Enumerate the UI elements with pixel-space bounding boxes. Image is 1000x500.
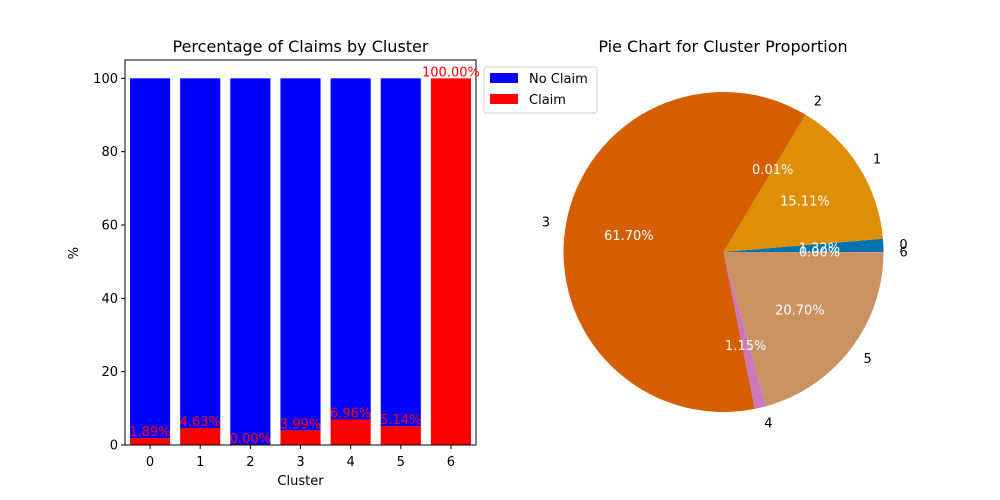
legend-swatch-claim [490, 94, 518, 104]
bar-plot-area: 0 20 40 60 80 100 0 1 2 3 4 5 6 1.89% 4.63% 0.00% 3.99% 6… [93, 59, 480, 470]
pie-category-label: 4 [764, 417, 772, 432]
bar-no-claim-cluster-2 [230, 78, 271, 445]
pie-category-label: 6 [900, 246, 908, 261]
pie-category-label: 2 [814, 94, 822, 109]
x-tick-label: 6 [447, 455, 455, 470]
pie-slice-cluster-0 [723, 238, 884, 252]
bar-no-claim-cluster-4 [330, 78, 371, 420]
pie-percent-label: 61.70% [604, 229, 654, 244]
pie-slice-cluster-5 [723, 252, 884, 407]
bar-data-label: 100.00% [422, 65, 480, 80]
x-tick-label: 3 [296, 455, 304, 470]
legend-label-claim: Claim [529, 93, 566, 108]
legend-label-no-claim: No Claim [529, 72, 588, 87]
y-tick-label: 80 [101, 145, 118, 160]
bar-claim-cluster-5 [380, 426, 421, 445]
pie-slice-cluster-3 [563, 91, 806, 412]
bar-data-label: 5.14% [380, 413, 421, 428]
pie-category-label: 1 [873, 152, 881, 167]
pie-category-label: 3 [542, 216, 550, 231]
pie-category-label: 5 [864, 352, 872, 367]
pie-slices [563, 91, 884, 412]
pie-slice-cluster-4 [723, 252, 767, 409]
bar-chart-y-axis-label: % [67, 247, 82, 259]
y-tick-label: 60 [101, 219, 118, 234]
y-tick-label: 0 [110, 439, 118, 454]
bar-no-claim-cluster-0 [130, 78, 171, 439]
bar-data-label: 1.89% [129, 425, 170, 440]
pie-chart-title: Pie Chart for Cluster Proportion [598, 37, 847, 56]
y-tick-label: 40 [101, 292, 118, 307]
bar-chart-legend: No Claim Claim [483, 66, 598, 114]
bar-data-label: 4.63% [180, 415, 221, 430]
pie-percent-label: 20.70% [775, 304, 825, 319]
x-tick-label: 0 [146, 455, 154, 470]
bar-chart: Percentage of Claims by Cluster 02040608… [67, 37, 480, 489]
legend-swatch-no-claim [490, 73, 518, 83]
pie-chart: Pie Chart for Cluster Proportion 0 1.32% 1… [542, 37, 908, 432]
bar-claim-cluster-1 [180, 428, 221, 445]
pie-percent-label: 15.11% [780, 195, 830, 210]
bar-chart-title: Percentage of Claims by Cluster [173, 37, 429, 56]
pie-percent-label: 1.32% [799, 242, 840, 257]
bar-claim-cluster-3 [280, 430, 321, 445]
pie-percent-label: 0.00% [799, 246, 840, 261]
bar-claim-cluster-0 [130, 438, 171, 445]
x-tick-label: 4 [347, 455, 355, 470]
pie-labels: 0 1.32% 1 15.11% 2 0.01% 3 61.70% 4 1.15% 5 20.70% 6… [542, 94, 908, 431]
y-tick-label: 100 [93, 72, 118, 87]
bar-data-label: 0.00% [230, 432, 271, 447]
bar-claim-cluster-4 [330, 419, 371, 445]
x-tick-label: 1 [196, 455, 204, 470]
bar-chart-x-axis-label: Cluster [277, 474, 324, 489]
x-tick-label: 2 [246, 455, 254, 470]
pie-percent-label: 1.15% [725, 339, 766, 354]
bar-no-claim-cluster-3 [280, 78, 321, 431]
bar-no-claim-cluster-5 [380, 78, 421, 427]
pie-category-label: 0 [899, 238, 907, 253]
x-tick-label: 5 [397, 455, 405, 470]
pie-percent-label: 0.01% [752, 163, 793, 178]
pie-slice-cluster-1 [723, 114, 883, 252]
bar-data-label: 6.96% [330, 406, 371, 421]
y-tick-label: 20 [101, 365, 118, 380]
pie-slice-cluster-2 [723, 114, 806, 253]
bar-claim-cluster-6 [430, 78, 471, 445]
bar-no-claim-cluster-1 [180, 78, 221, 429]
bar-data-label: 3.99% [280, 417, 321, 432]
